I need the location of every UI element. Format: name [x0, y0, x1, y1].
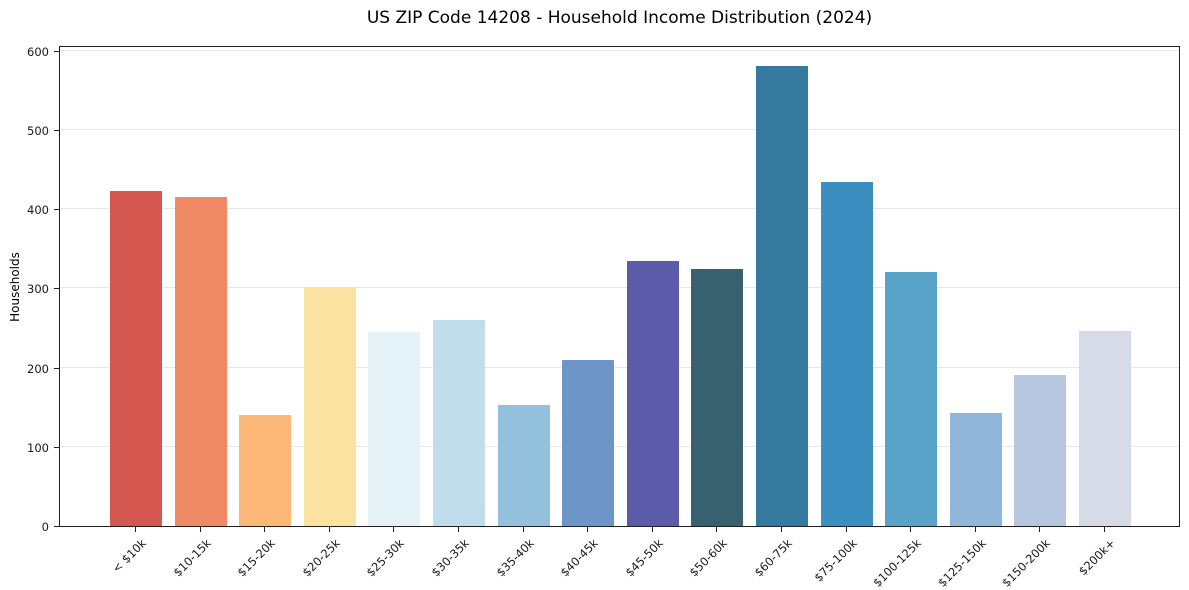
y-tick-label: 300 — [27, 282, 49, 297]
y-tick-mark — [54, 288, 59, 290]
x-tick-mark — [393, 527, 395, 532]
y-tick-mark — [54, 526, 59, 527]
gridline — [60, 128, 1179, 130]
gridline — [60, 445, 1179, 447]
bar — [497, 404, 550, 526]
y-tick-mark — [54, 50, 59, 52]
x-tick-mark — [974, 527, 976, 532]
bar — [110, 190, 162, 526]
x-tick-mark — [264, 527, 266, 532]
bar — [174, 197, 227, 526]
x-tick-label: $50-60k — [686, 536, 731, 580]
x-tick-mark — [328, 527, 330, 532]
x-tick-mark — [1039, 527, 1041, 532]
x-tick-label: $40-45k — [557, 536, 602, 580]
x-tick-label: $100-125k — [870, 536, 925, 590]
x-tick-label: $60-75k — [751, 536, 795, 580]
bar — [1079, 331, 1131, 526]
x-tick-label: $125-150k — [934, 536, 989, 590]
x-tick-label: $200k+ — [1075, 536, 1118, 579]
gridline — [60, 49, 1179, 51]
y-tick-label: 100 — [27, 440, 49, 455]
gridline — [60, 287, 1179, 289]
x-tick-label: $150-200k — [999, 536, 1054, 590]
bar — [885, 272, 938, 526]
x-tick-label: < $10k — [109, 536, 149, 576]
bar — [756, 66, 808, 526]
x-tick-mark — [135, 527, 136, 532]
gridline — [60, 366, 1179, 368]
gridline — [60, 208, 1179, 210]
x-tick-label: $25-30k — [363, 536, 408, 580]
bar — [691, 269, 744, 526]
y-axis: 0 100 200 300 400 500 600 — [0, 44, 59, 534]
x-tick-label: $35-40k — [493, 536, 537, 580]
x-tick-mark — [651, 527, 653, 532]
y-tick-label: 500 — [27, 123, 49, 138]
x-tick-mark — [1104, 527, 1105, 532]
bar — [626, 260, 679, 526]
y-tick-mark — [54, 129, 59, 131]
bar — [303, 286, 356, 526]
bar — [239, 415, 292, 526]
y-tick-mark — [54, 209, 59, 211]
chart-title: US ZIP Code 14208 - Household Income Dis… — [366, 8, 873, 28]
bar — [1014, 374, 1067, 526]
bar — [562, 359, 615, 526]
x-tick-label: $75-100k — [810, 536, 860, 585]
x-tick-mark — [845, 527, 847, 532]
x-tick-mark — [458, 527, 459, 532]
y-tick-label: 400 — [27, 203, 49, 218]
y-tick-label: 200 — [27, 361, 49, 376]
y-tick-mark — [54, 446, 59, 448]
x-tick-mark — [522, 527, 524, 532]
x-tick-label: $10-15k — [170, 536, 214, 580]
bar — [368, 331, 421, 526]
x-tick-label: $15-20k — [234, 536, 279, 580]
y-tick-label: 0 — [41, 520, 49, 534]
bar — [949, 412, 1002, 526]
x-tick-label: $45-50k — [622, 536, 666, 580]
bar — [820, 182, 873, 526]
x-tick-mark — [781, 527, 782, 532]
y-tick-mark — [54, 367, 59, 369]
plot-area — [59, 46, 1180, 527]
x-tick-mark — [910, 527, 912, 532]
x-tick-label: $20-25k — [299, 536, 343, 580]
bar — [433, 319, 485, 526]
y-tick-label: 600 — [27, 44, 49, 59]
x-tick-mark — [587, 527, 589, 532]
x-tick-mark — [199, 527, 201, 532]
x-tick-label: $30-35k — [428, 536, 472, 580]
x-tick-mark — [716, 527, 718, 532]
x-axis: < $10k $10-15k $15-20k $20-25k $25-30k $30-35… — [59, 527, 1180, 590]
